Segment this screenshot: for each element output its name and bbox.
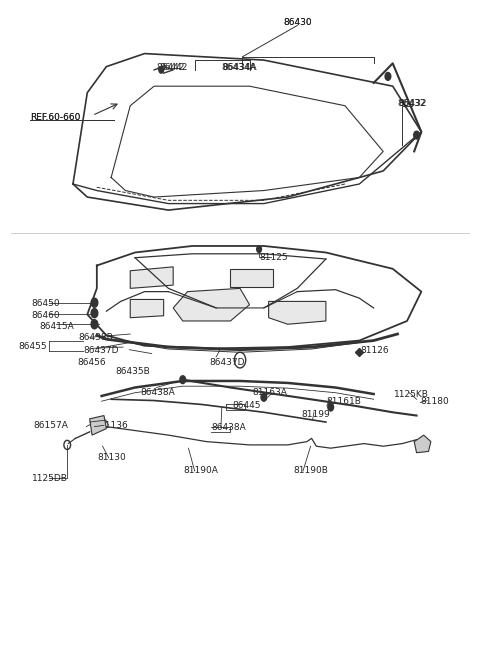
Text: 86432: 86432 bbox=[397, 100, 426, 108]
Polygon shape bbox=[90, 415, 107, 435]
Text: 86437D: 86437D bbox=[209, 358, 244, 367]
Text: 81130: 81130 bbox=[98, 453, 127, 462]
Text: 1125KB: 1125KB bbox=[394, 390, 429, 399]
Text: 86434A: 86434A bbox=[223, 64, 257, 73]
Circle shape bbox=[91, 309, 98, 318]
Circle shape bbox=[180, 376, 186, 384]
Text: 86438B: 86438B bbox=[79, 333, 113, 343]
Text: 86435B: 86435B bbox=[116, 367, 150, 376]
Text: 81180: 81180 bbox=[420, 397, 449, 405]
Polygon shape bbox=[130, 299, 164, 318]
Text: 81125: 81125 bbox=[259, 253, 288, 261]
Circle shape bbox=[159, 67, 164, 73]
Text: 86430: 86430 bbox=[283, 18, 312, 27]
Polygon shape bbox=[269, 301, 326, 324]
Text: 86455: 86455 bbox=[19, 342, 47, 351]
Polygon shape bbox=[173, 288, 250, 321]
Circle shape bbox=[91, 298, 98, 307]
Text: 81190A: 81190A bbox=[184, 466, 218, 476]
Circle shape bbox=[328, 403, 334, 411]
Text: REF.60-660: REF.60-660 bbox=[30, 113, 80, 122]
Text: 86442: 86442 bbox=[156, 64, 185, 73]
Text: REF.60-660: REF.60-660 bbox=[30, 113, 80, 122]
Text: 86438A: 86438A bbox=[211, 422, 246, 432]
Text: 1125DB: 1125DB bbox=[33, 474, 68, 483]
Text: 81163A: 81163A bbox=[252, 388, 287, 397]
Text: 86450: 86450 bbox=[31, 299, 60, 308]
Text: 86438A: 86438A bbox=[141, 388, 176, 397]
Text: 81126: 81126 bbox=[360, 346, 389, 356]
Text: 81136: 81136 bbox=[99, 421, 128, 430]
Circle shape bbox=[414, 131, 420, 139]
Polygon shape bbox=[414, 435, 431, 453]
Text: 86432: 86432 bbox=[398, 100, 427, 108]
Circle shape bbox=[91, 320, 98, 329]
Circle shape bbox=[261, 394, 267, 402]
Polygon shape bbox=[230, 269, 274, 287]
Text: 86434A: 86434A bbox=[222, 64, 256, 73]
Text: 86415A: 86415A bbox=[39, 322, 74, 331]
Text: 81161B: 81161B bbox=[327, 397, 362, 405]
Circle shape bbox=[385, 73, 391, 81]
Text: 86430: 86430 bbox=[283, 18, 312, 27]
Text: 86460: 86460 bbox=[31, 310, 60, 320]
Text: 81199: 81199 bbox=[301, 410, 330, 419]
Polygon shape bbox=[130, 267, 173, 288]
Text: 81190B: 81190B bbox=[293, 466, 328, 476]
Text: 86445: 86445 bbox=[233, 402, 261, 410]
Text: 86157A: 86157A bbox=[34, 421, 68, 430]
Text: 86437D: 86437D bbox=[84, 346, 119, 356]
Text: 86442: 86442 bbox=[159, 64, 187, 73]
Text: 86456: 86456 bbox=[78, 358, 107, 367]
Circle shape bbox=[257, 246, 262, 252]
